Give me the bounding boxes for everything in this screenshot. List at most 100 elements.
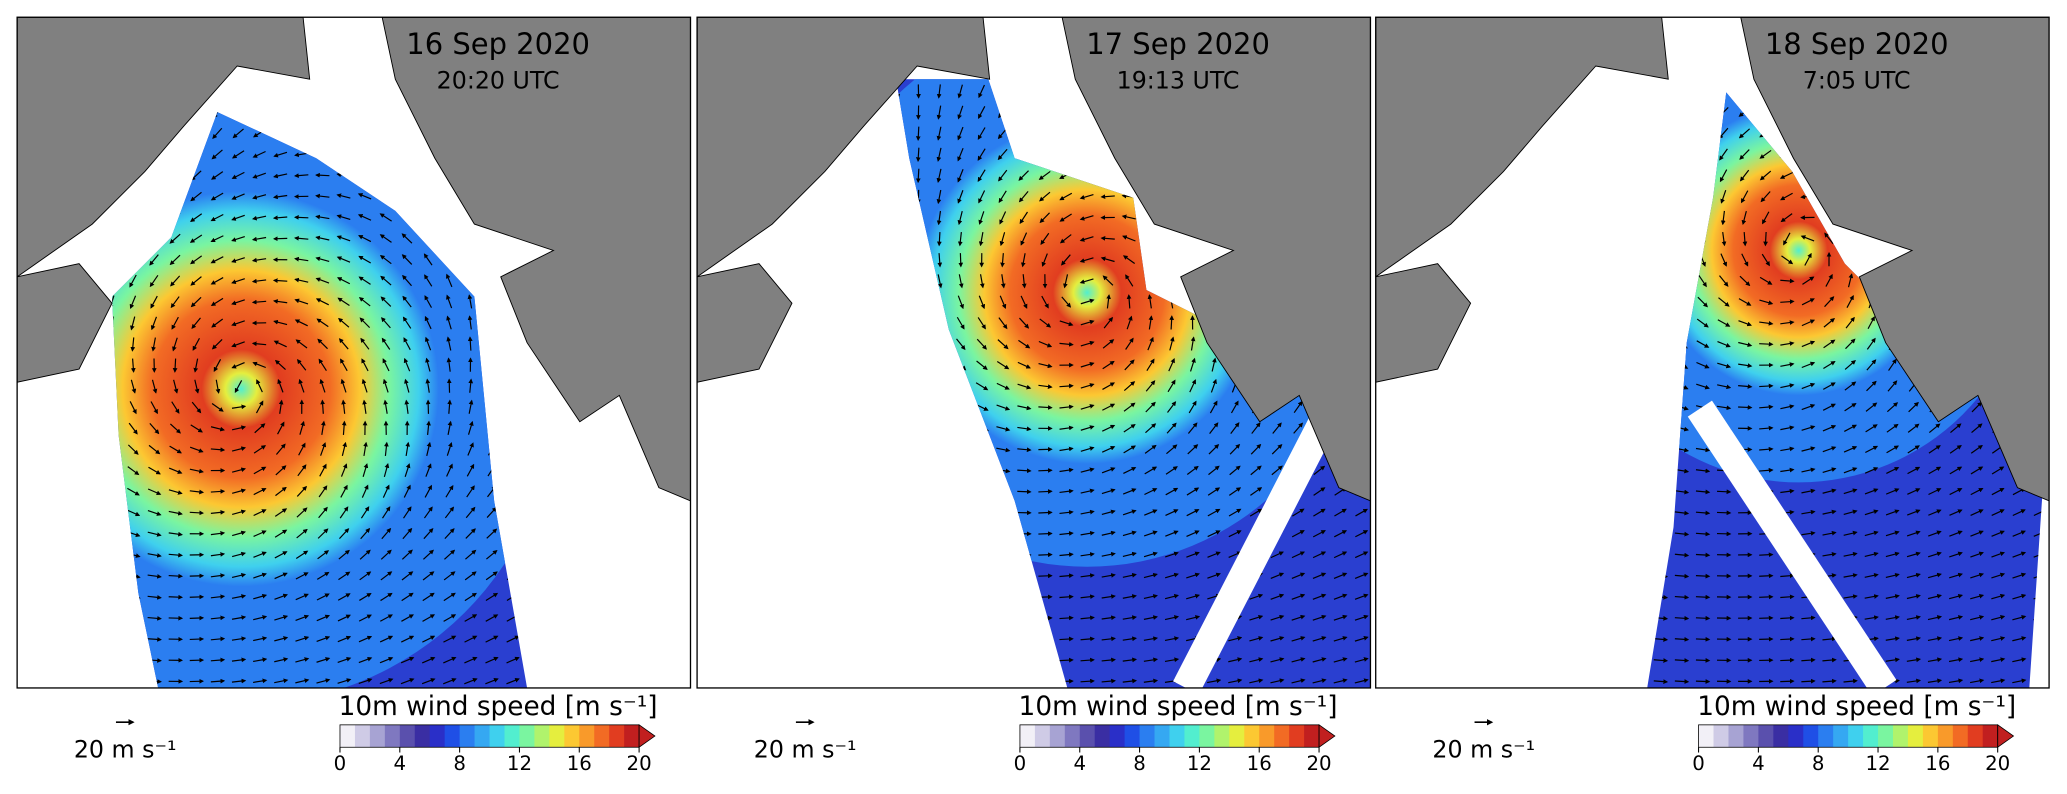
wind-arrow (1780, 678, 1795, 684)
wind-arrow (340, 463, 348, 477)
wind-arrow (1143, 572, 1158, 579)
wind-arrow (277, 421, 285, 435)
wind-arrow (1165, 551, 1179, 558)
wind-arrow (1312, 530, 1326, 538)
colorbar-swatch (1967, 724, 1984, 748)
wind-arrow (1080, 425, 1095, 431)
wind-arrow (403, 484, 411, 498)
wind-arrow (1017, 468, 1032, 474)
wind-arrow (337, 297, 350, 306)
wind-arrow (1166, 422, 1177, 434)
wind-arrow (316, 614, 330, 622)
wind-arrow (1020, 295, 1028, 309)
wind-arrow (446, 442, 453, 456)
colorbar-tick-label: 0 (1014, 752, 1027, 775)
wind-arrow (190, 191, 202, 202)
wind-arrow (211, 171, 224, 180)
wind-arrow (1207, 487, 1221, 496)
wind-arrow (379, 234, 392, 243)
wind-arrow (978, 190, 986, 204)
wind-arrow (210, 678, 226, 684)
wind-arrow (1249, 593, 1264, 600)
colorbar-swatch (564, 724, 580, 748)
wind-arrow (401, 233, 413, 244)
wind-arrow (485, 614, 499, 622)
wind-arrow (1674, 489, 1690, 495)
wind-arrow (210, 489, 226, 494)
wind-arrow (357, 214, 372, 221)
wind-arrow (1653, 658, 1669, 663)
wind-arrow (1228, 636, 1243, 642)
wind-arrow (1146, 358, 1155, 372)
wind-arrow (1102, 403, 1116, 411)
wind-arrow (210, 552, 226, 557)
reference-label: 20 m s⁻¹ (1432, 736, 1535, 764)
wind-arrow (1122, 530, 1137, 537)
wind-arrow (1018, 191, 1029, 203)
wind-arrow (173, 379, 179, 394)
colorbar-tick-label: 8 (1133, 752, 1146, 775)
wind-arrow (1186, 509, 1200, 517)
wind-arrow (1165, 509, 1179, 517)
wind-arrow (361, 358, 369, 372)
colorbar-swatch (1713, 724, 1729, 748)
wind-arrow (210, 510, 226, 515)
wind-arrow (275, 465, 287, 476)
wind-arrow (1696, 383, 1710, 390)
wind-arrow (1250, 465, 1262, 476)
wind-arrow (1695, 510, 1711, 516)
colorbar-swatch (444, 724, 461, 748)
wind-arrow (358, 678, 373, 684)
wind-arrow (1038, 468, 1053, 473)
wind-arrow (275, 443, 286, 455)
wind-arrow (1291, 636, 1306, 642)
wind-arrow (1038, 531, 1053, 537)
wind-arrow (443, 571, 456, 581)
wind-arrow (231, 171, 245, 179)
wind-arrow (1122, 615, 1137, 620)
wind-arrow (1080, 657, 1095, 663)
wind-arrow (1059, 425, 1074, 431)
wind-arrow (402, 316, 412, 329)
panel-title: 16 Sep 2020 (406, 27, 590, 61)
wind-arrow (996, 382, 1010, 390)
wind-arrow (977, 148, 986, 161)
wind-arrow (1717, 362, 1732, 369)
wind-arrow (341, 399, 346, 414)
wind-arrow (978, 84, 985, 99)
colorbar-swatch (1154, 724, 1170, 748)
wind-arrow (443, 635, 457, 643)
colorbar-swatch (399, 724, 416, 748)
wind-arrow (231, 236, 245, 242)
wind-arrow (978, 295, 986, 310)
wind-arrow (1106, 294, 1111, 309)
reference-label: 20 m s⁻¹ (74, 736, 177, 764)
wind-arrow (997, 339, 1009, 350)
wind-arrow (1674, 552, 1690, 558)
wind-arrow (425, 463, 432, 477)
wind-arrow (382, 506, 391, 519)
wind-arrow (1312, 551, 1327, 559)
wind-arrow (297, 464, 307, 477)
wind-arrow (466, 485, 475, 498)
wind-arrow (1333, 636, 1348, 642)
wind-arrow (1080, 446, 1095, 452)
colorbar-swatch (1907, 724, 1924, 748)
wind-arrow (338, 317, 350, 328)
colorbar-tick-label: 20 (1985, 752, 2010, 775)
wind-arrow (1017, 361, 1031, 369)
wind-arrow (1759, 341, 1774, 347)
wind-arrow (1228, 487, 1242, 496)
wind-arrow (1079, 193, 1094, 200)
colorbar-tick-label: 12 (1187, 752, 1212, 775)
wind-arrow (189, 510, 205, 516)
wind-arrow (464, 656, 478, 664)
wind-arrow (976, 338, 987, 350)
wind-arrow (358, 656, 373, 664)
wind-arrow (1228, 551, 1242, 559)
wind-arrow (1102, 424, 1116, 432)
wind-arrow (506, 656, 520, 664)
wind-arrow (1698, 274, 1707, 288)
wind-arrow (465, 506, 476, 519)
